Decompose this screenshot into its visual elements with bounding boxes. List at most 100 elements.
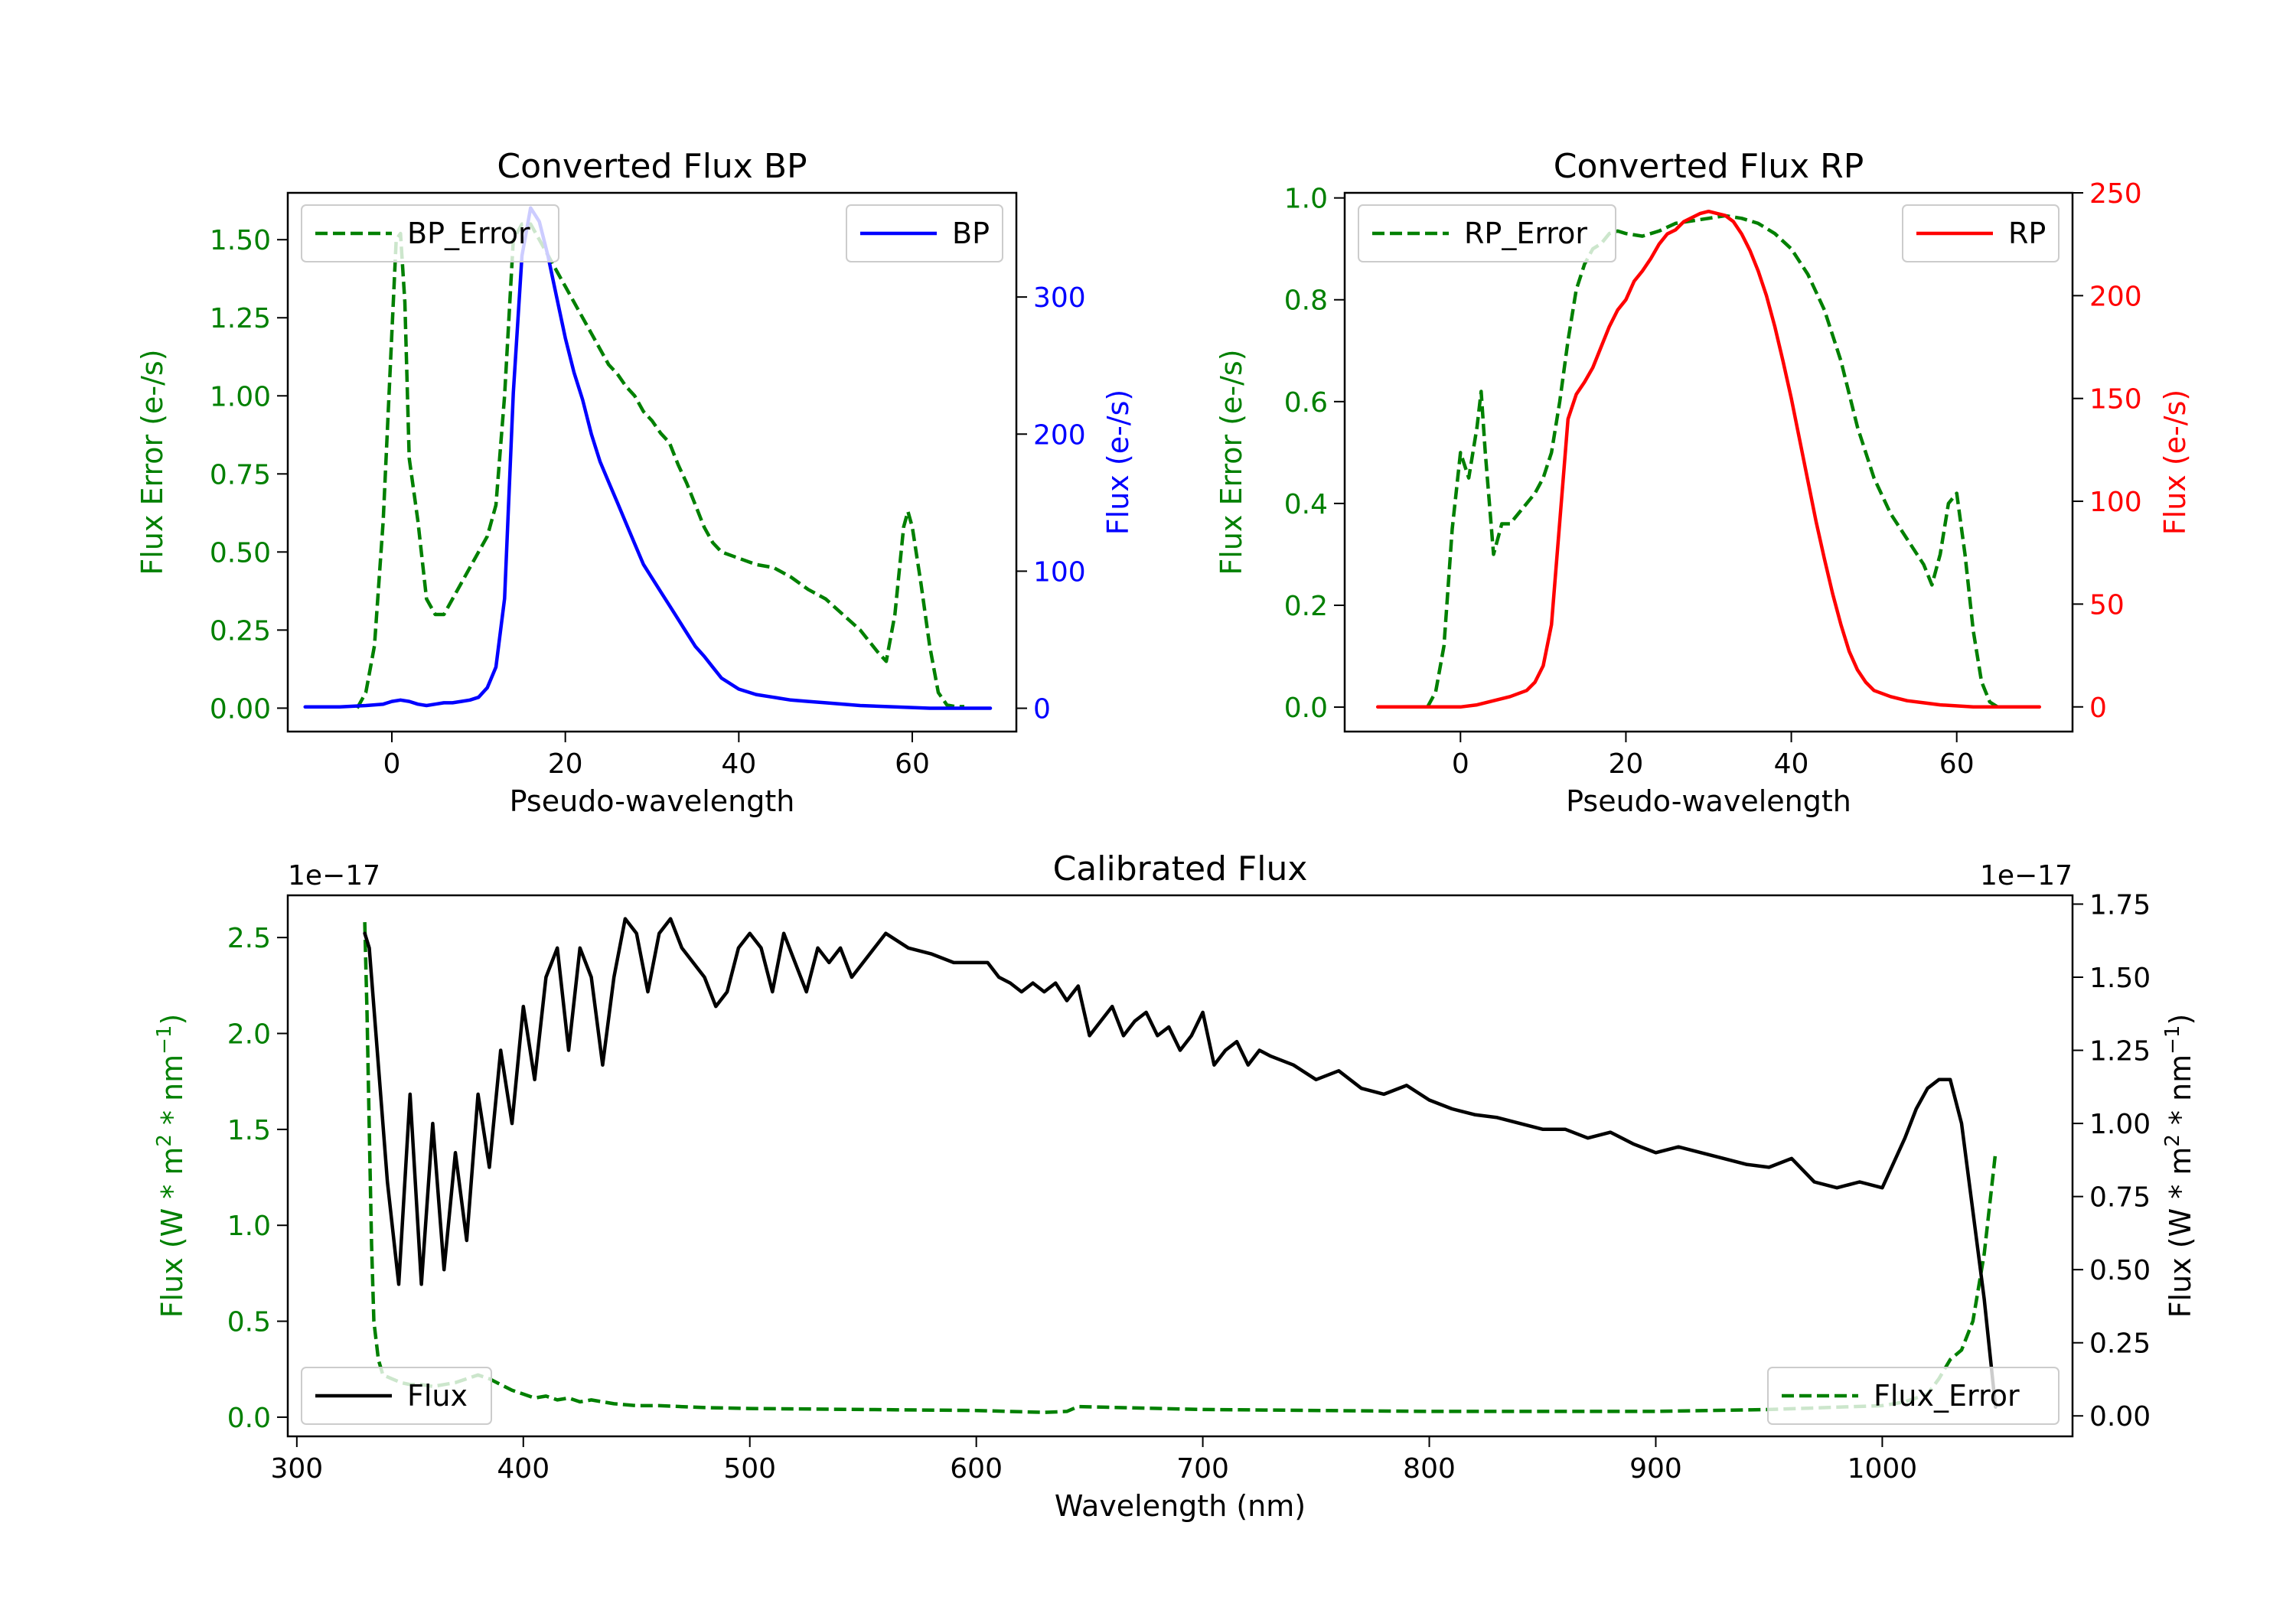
plot-area-bp (303, 206, 993, 710)
y-axis-label-left: Flux Error (e-/s) (1215, 349, 1248, 575)
y-tick-label-left: 0.00 (210, 693, 271, 725)
legend-box (1358, 204, 1616, 262)
chart-title: Converted Flux RP (1554, 147, 1864, 186)
chart-title: Calibrated Flux (1053, 849, 1308, 888)
legend-box (1767, 1367, 2060, 1425)
y-axis-label-part: −1 (2161, 1025, 2184, 1054)
x-tick-label: 300 (270, 1453, 323, 1485)
x-tick-label: 700 (1176, 1453, 1229, 1485)
y-tick-label-left: 1.00 (210, 381, 271, 412)
x-tick-label: 20 (1609, 748, 1644, 780)
chart-bp: 0 20 40 60 0.00 0.25 0.50 0.75 1.00 1.25 1.50 0 100 2… (135, 147, 1135, 818)
y-axis-label-part: −1 (153, 1025, 176, 1054)
chart-title: Converted Flux BP (497, 147, 807, 186)
x-tick-label: 0 (383, 748, 401, 780)
y-tick-label-left: 0.4 (1284, 489, 1328, 520)
y-axis-label-left: Flux (W * m2 * nm−1) (153, 1014, 189, 1319)
y-axis-label-part: ) (2164, 1014, 2197, 1025)
legend-bp: BP (846, 204, 1003, 262)
x-tick-label: 1000 (1848, 1453, 1918, 1485)
y-tick-label-left: 1.0 (1284, 184, 1328, 215)
legend-rp-error: RP_Error (1358, 204, 1616, 262)
y-axis-label-right: Flux (e-/s) (2158, 390, 2192, 535)
y-axis-label-part: * nm (2164, 1054, 2197, 1134)
x-tick-label: 600 (950, 1453, 1003, 1485)
y-tick-label-left: 1.50 (210, 225, 271, 256)
y-tick-label-left: 0.50 (210, 537, 271, 569)
chart-cal: 300 400 500 600 700 800 900 1000 0.0 0.5 1.0 1.5 2.0… (153, 849, 2197, 1523)
y-tick-label-right: 0.50 (2089, 1255, 2151, 1286)
series-line-rp-error (1426, 214, 1999, 709)
axes-frame (1343, 191, 2074, 733)
y-tick-label-left: 0.75 (210, 459, 271, 491)
series-line-flux (363, 917, 1998, 1410)
legend-label: RP (2008, 217, 2046, 250)
legend-box (301, 1367, 492, 1425)
y-tick-label-left: 1.25 (210, 303, 271, 334)
y-tick-label-left: 0.25 (210, 615, 271, 647)
y-tick-label-left: 2.5 (227, 923, 271, 954)
y-axis-label-left: Flux Error (e-/s) (135, 349, 169, 575)
x-axis-label: Wavelength (nm) (1055, 1489, 1306, 1523)
y-tick-label-left: 1.5 (227, 1115, 271, 1146)
y-tick-label-left: 0.8 (1284, 285, 1328, 317)
y-tick-label-left: 1.0 (227, 1211, 271, 1242)
legend-flux-error: Flux_Error (1767, 1367, 2060, 1425)
y-axis-label-part: 2 (153, 1134, 176, 1147)
legend-label: Flux_Error (1874, 1379, 2020, 1413)
x-tick-label: 40 (721, 748, 756, 780)
legend-flux: Flux (301, 1367, 492, 1425)
legend-label: BP_Error (407, 217, 530, 250)
y-tick-label-right: 1.00 (2089, 1109, 2151, 1140)
legend-label: Flux (407, 1379, 468, 1413)
chart-rp: 0 20 40 60 0.0 0.2 0.4 0.6 0.8 1.0 0 50 100 150 200 250… (1215, 147, 2192, 818)
y-tick-label-right: 0 (2089, 693, 2107, 724)
y-tick-label-left: 0.6 (1284, 387, 1328, 419)
y-tick-label-right: 250 (2089, 178, 2142, 210)
y-tick-label-right: 1.50 (2089, 963, 2151, 994)
plot-area-rp (1375, 209, 2042, 709)
y-tick-label-right: 50 (2089, 589, 2125, 621)
x-tick-label: 60 (1939, 748, 1975, 780)
legend-label: RP_Error (1464, 217, 1587, 250)
y-tick-label-right: 1.25 (2089, 1036, 2151, 1068)
y-tick-label-left: 2.0 (227, 1019, 271, 1051)
y-tick-label-right: 0.25 (2089, 1328, 2151, 1360)
y-tick-label-right: 200 (2089, 281, 2142, 312)
series-line-bp (303, 206, 993, 710)
y-axis-label-right: Flux (e-/s) (1101, 390, 1135, 535)
x-axis-label: Pseudo-wavelength (1566, 784, 1851, 818)
legend-rp: RP (1902, 204, 2060, 262)
y-tick-label-right: 100 (2089, 487, 2142, 518)
y-tick-label-left: 0.0 (1284, 693, 1328, 724)
y-tick-label-right: 200 (1033, 419, 1086, 451)
y-tick-label-right: 300 (1033, 282, 1086, 314)
y-tick-label-right: 0 (1033, 694, 1051, 725)
y-tick-label-right: 1.75 (2089, 889, 2151, 921)
x-axis-label: Pseudo-wavelength (510, 784, 795, 818)
y-axis-label-part: ) (155, 1014, 189, 1025)
x-tick-label: 20 (548, 748, 583, 780)
x-tick-label: 400 (497, 1453, 550, 1485)
offset-text-left: 1e−17 (288, 860, 380, 892)
legend-bp-error: BP_Error (301, 204, 559, 262)
x-tick-label: 900 (1629, 1453, 1682, 1485)
legend-label: BP (952, 217, 990, 250)
series-line-rp (1375, 209, 2042, 709)
x-tick-label: 500 (723, 1453, 776, 1485)
y-axis-label-part: 2 (2161, 1134, 2184, 1147)
y-axis-label-right: Flux (W * m2 * nm−1) (2161, 1014, 2197, 1319)
axes-frame (286, 191, 1018, 733)
x-tick-label: 800 (1403, 1453, 1456, 1485)
x-tick-label: 60 (895, 748, 930, 780)
legend-box (301, 204, 559, 262)
axes-frame (286, 894, 2074, 1438)
x-tick-label: 40 (1774, 748, 1809, 780)
y-axis-label-part: Flux (W * m (155, 1147, 189, 1319)
offset-text-right: 1e−17 (1980, 860, 2073, 892)
y-axis-label-part: * nm (155, 1054, 189, 1134)
y-tick-label-left: 0.5 (227, 1307, 271, 1338)
y-tick-label-left: 0.2 (1284, 591, 1328, 622)
